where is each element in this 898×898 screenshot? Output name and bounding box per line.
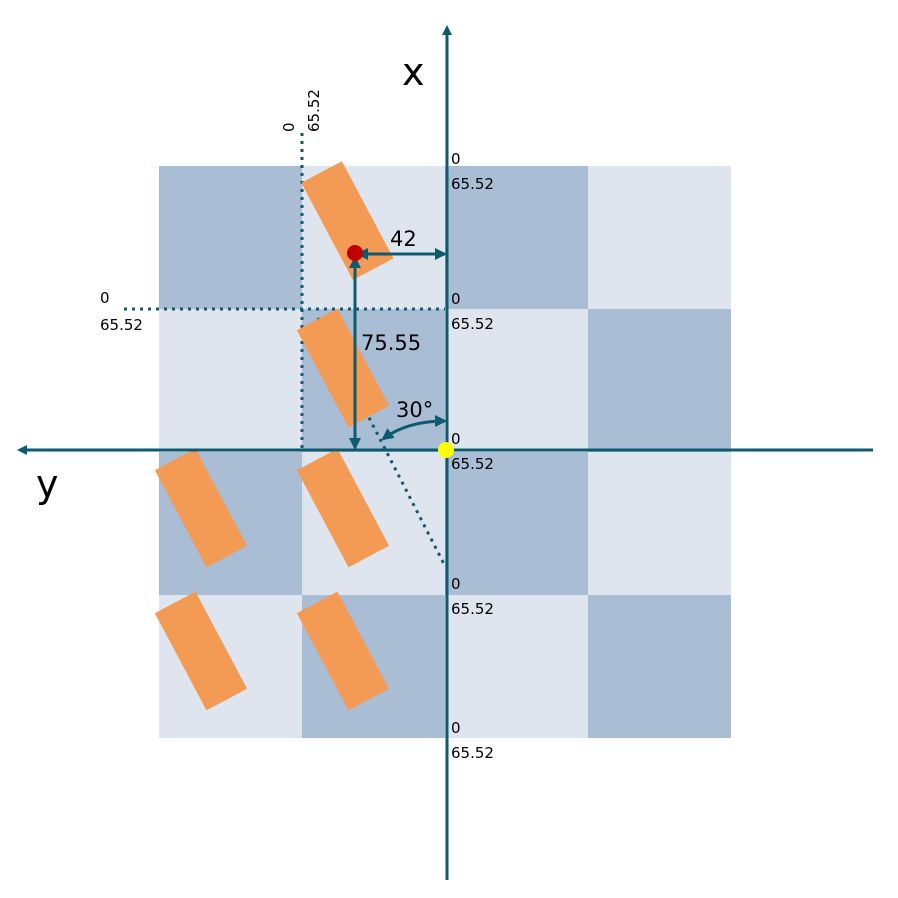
tile-r0-c0 <box>159 166 302 309</box>
tile-r2-c2 <box>445 452 588 595</box>
checkerboard <box>159 166 731 738</box>
tick-label-value: 65.52 <box>451 600 494 618</box>
block-lower-center <box>296 448 390 568</box>
x-axis-tick-labels: 0 65.52 0 65.52 0 65.52 0 65.52 0 65.52 <box>451 150 494 762</box>
y-axis-label: y <box>36 462 59 506</box>
dotted-guides <box>124 133 447 567</box>
tile-r3-c3 <box>588 595 731 738</box>
tick-label-zero: 0 <box>100 289 110 307</box>
tick-label-zero: 0 <box>451 290 461 308</box>
tick-label-value: 65.52 <box>451 455 494 473</box>
dotted-vertical-tick-labels: 0 65.52 <box>280 89 323 132</box>
dotted-horizontal-tick-labels: 0 65.52 <box>100 289 143 334</box>
dim-label-dy: 75.55 <box>361 331 421 355</box>
block-lower-left <box>154 448 248 568</box>
tile-r0-c3 <box>588 166 731 309</box>
angle-arc <box>381 415 447 441</box>
tile-r2-c3 <box>588 452 731 595</box>
tick-label-zero: 0 <box>451 575 461 593</box>
blocks <box>154 161 394 711</box>
tile-r1-c3 <box>588 309 731 452</box>
tick-label-value: 65.52 <box>451 175 494 193</box>
block-bottom-center <box>296 591 390 711</box>
tick-label-zero: 0 <box>451 719 461 737</box>
tick-label-value: 65.52 <box>451 315 494 333</box>
target-point-marker <box>347 245 363 261</box>
tick-label-value: 65.52 <box>305 89 323 132</box>
tick-label-zero: 0 <box>280 122 298 132</box>
tile-r1-c0 <box>159 309 302 452</box>
origin-marker <box>438 442 454 458</box>
tile-r3-c2 <box>445 595 588 738</box>
x-axis-label: x <box>402 50 425 94</box>
dotted-angle-guide <box>316 317 447 567</box>
tile-r1-c2 <box>445 309 588 452</box>
tick-label-value: 65.52 <box>100 316 143 334</box>
tick-label-zero: 0 <box>451 430 461 448</box>
block-middle <box>296 308 390 428</box>
dimensions <box>349 248 447 450</box>
tile-r0-c2 <box>445 166 588 309</box>
angle-label: 30° <box>396 398 433 422</box>
tick-label-value: 65.52 <box>451 744 494 762</box>
tick-label-zero: 0 <box>451 150 461 168</box>
dim-label-dx: 42 <box>390 227 417 251</box>
block-bottom-left <box>154 591 248 711</box>
